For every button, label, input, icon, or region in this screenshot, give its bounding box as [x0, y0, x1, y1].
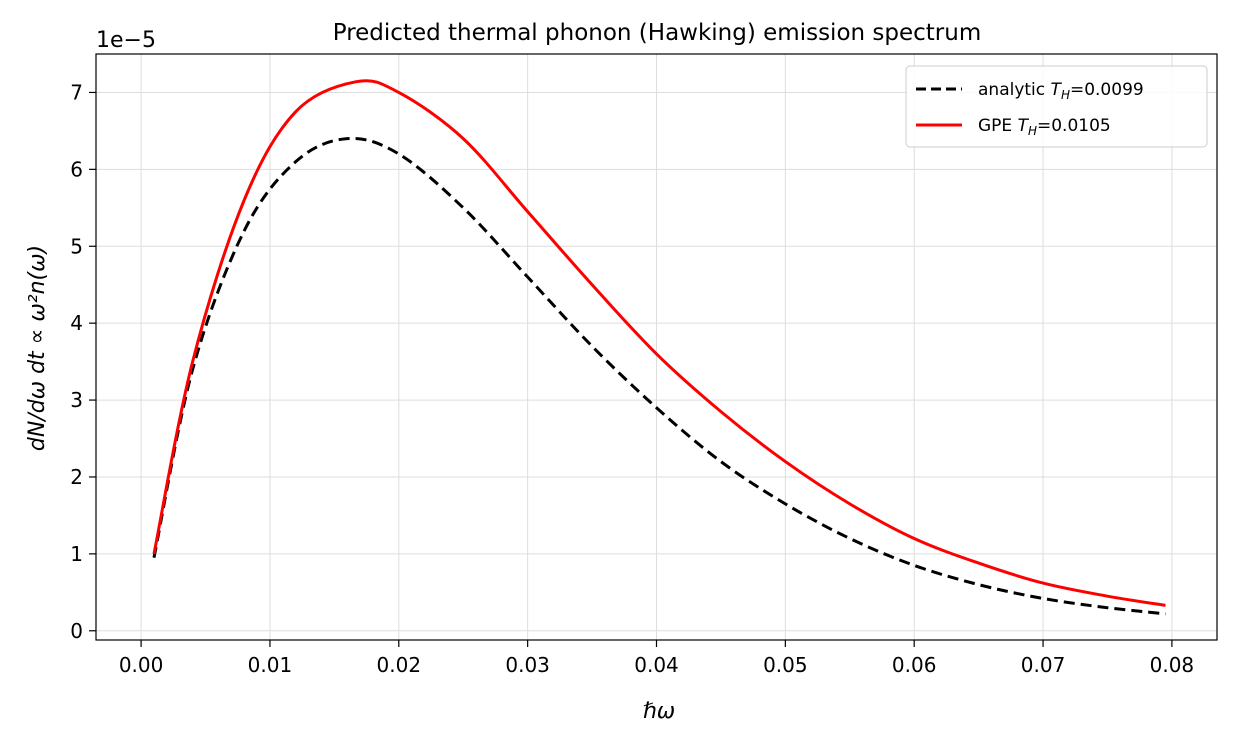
y-axis: 0 1 2 3 4 5 6 7 [70, 80, 96, 643]
grid [96, 54, 1217, 640]
y-tick-label: 0 [70, 619, 83, 643]
x-tick-label: 0.02 [377, 653, 422, 677]
x-axis-label: ℏω [643, 699, 675, 724]
x-tick-label: 0.04 [634, 653, 679, 677]
x-tick-label: 0.06 [892, 653, 937, 677]
x-tick-label: 0.05 [763, 653, 808, 677]
y-tick-label: 4 [70, 311, 83, 335]
y-tick-label: 3 [70, 388, 83, 412]
y-tick-label: 7 [70, 80, 83, 104]
y-axis-label: dN/dω dt ∝ ω²n(ω) [25, 245, 50, 451]
x-axis: 0.00 0.01 0.02 0.03 0.04 0.05 0.06 0.07 0.08 [119, 640, 1194, 677]
series-line-gpe [152, 79, 1166, 607]
x-tick-label: 0.03 [505, 653, 550, 677]
x-tick-label: 0.01 [248, 653, 293, 677]
legend: analytic TH=0.0099 GPE TH=0.0105 [905, 65, 1208, 148]
x-tick-label: 0.08 [1150, 653, 1195, 677]
y-tick-label: 2 [70, 465, 83, 489]
legend-box [905, 65, 1208, 148]
legend-label-gpe: GPE TH=0.0105 [978, 116, 1111, 138]
x-tick-label: 0.07 [1021, 653, 1066, 677]
legend-label-analytic: analytic TH=0.0099 [978, 80, 1144, 102]
y-tick-label: 5 [70, 234, 83, 258]
y-tick-label: 1 [70, 542, 83, 566]
chart-title: Predicted thermal phonon (Hawking) emiss… [333, 20, 982, 46]
y-offset-label: 1e−5 [96, 28, 156, 53]
plot-series [152, 79, 1166, 616]
y-tick-label: 6 [70, 157, 83, 181]
x-tick-label: 0.00 [119, 653, 164, 677]
